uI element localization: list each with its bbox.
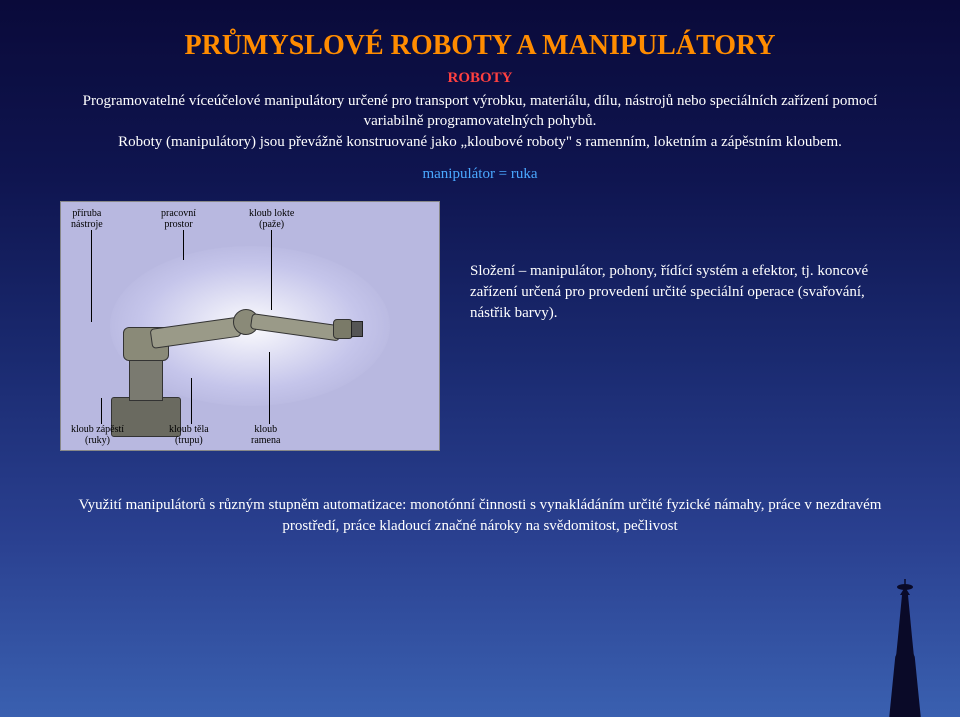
side-paragraph: Složení – manipulátor, pohony, řídící sy… xyxy=(470,261,890,324)
label-wrist: kloub zápěstí(ruky) xyxy=(71,424,124,446)
equation: manipulátor = ruka xyxy=(50,166,910,183)
label-shoulder: kloubramena xyxy=(251,424,280,446)
page-title: PRŮMYSLOVÉ ROBOTY A MANIPULÁTORY xyxy=(50,30,910,62)
intro-para-2: Roboty (manipulátory) jsou převážně kons… xyxy=(70,132,890,152)
label-flange: přírubanástroje xyxy=(71,208,103,230)
intro-para-1: Programovatelné víceúčelové manipulátory… xyxy=(70,91,890,132)
label-trunk: kloub těla(trupu) xyxy=(169,424,209,446)
tower-silhouette-icon xyxy=(860,577,950,717)
robot-figure: přírubanástroje pracovníprostor kloub lo… xyxy=(60,201,440,451)
subtitle: ROBOTY xyxy=(50,70,910,87)
label-workspace: pracovníprostor xyxy=(161,208,196,230)
label-elbow: kloub lokte(paže) xyxy=(249,208,294,230)
bottom-paragraph: Využití manipulátorů s různým stupněm au… xyxy=(70,495,890,537)
